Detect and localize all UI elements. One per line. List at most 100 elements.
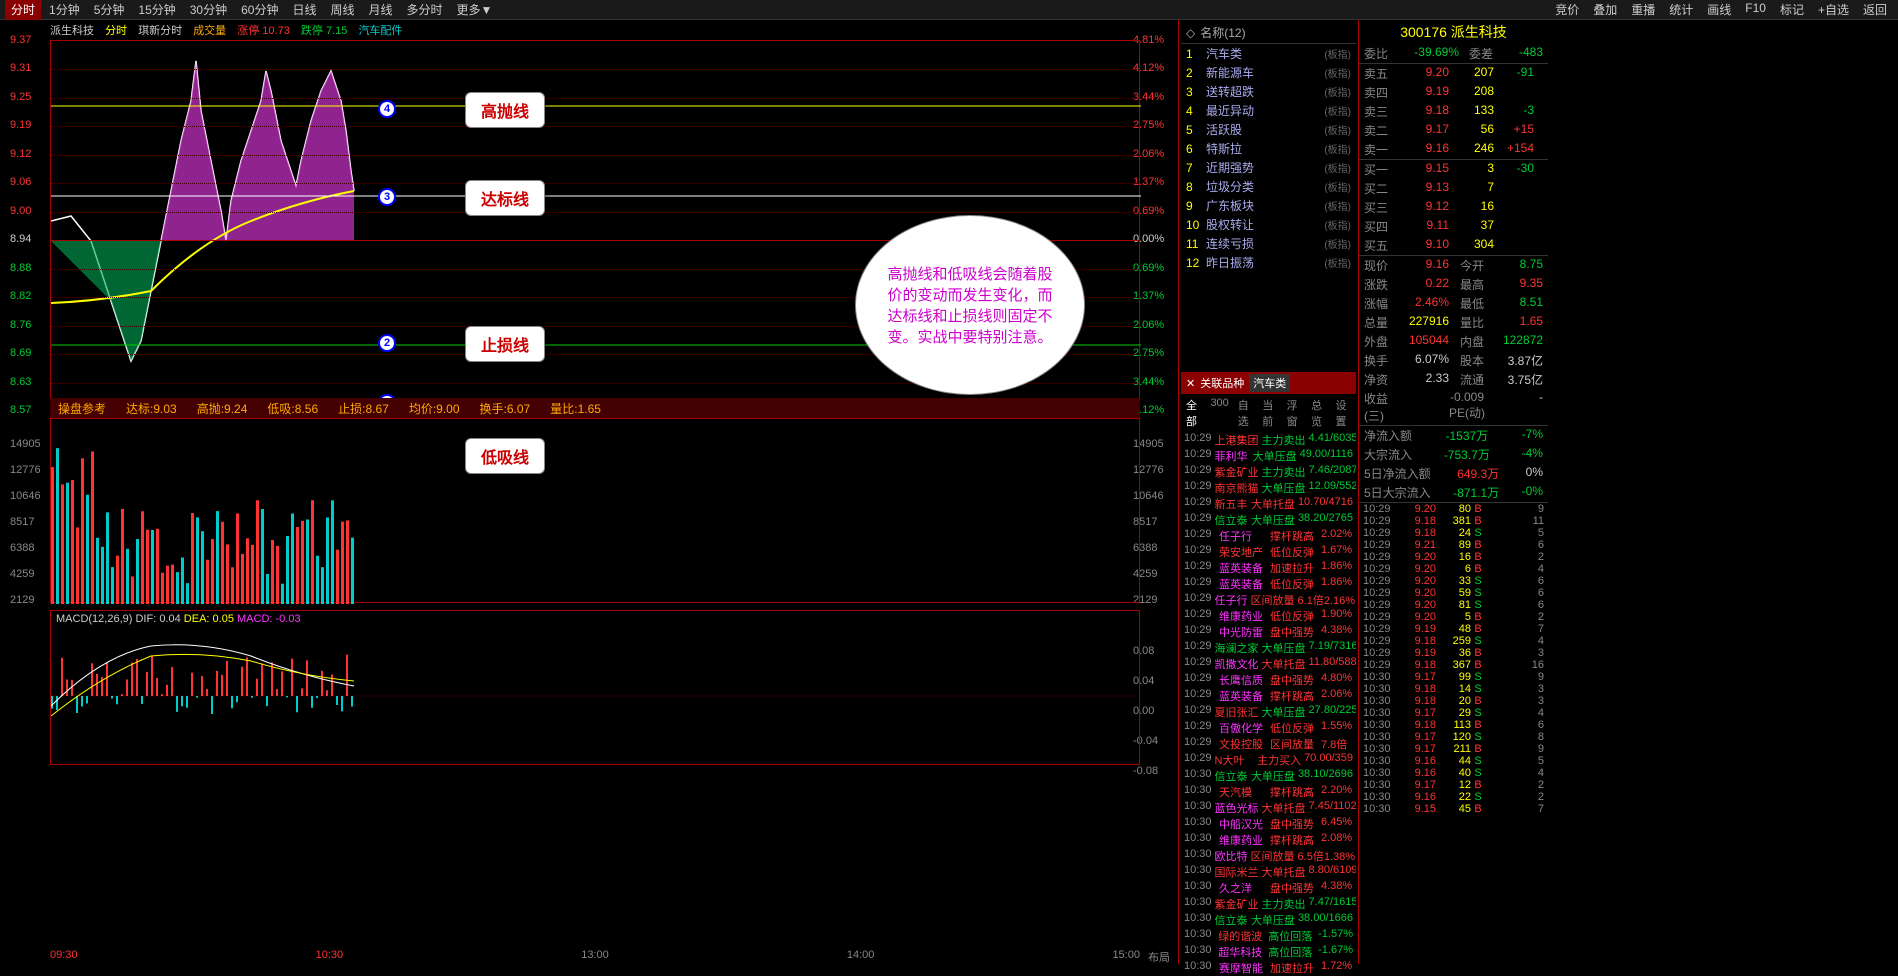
category-header[interactable]: ◇ 名称(12)	[1181, 22, 1356, 44]
menu-画线[interactable]: 画线	[1701, 0, 1737, 20]
news-row[interactable]: 10:30赛摩智能加速拉升1.72%	[1181, 960, 1356, 976]
news-row[interactable]: 10:29任子行撑杆跳高2.02%	[1181, 528, 1356, 544]
cat-row[interactable]: 3送转超跌(板指)	[1181, 82, 1356, 101]
cat-row[interactable]: 1汽车类(板指)	[1181, 44, 1356, 63]
menu-标记[interactable]: 标记	[1774, 0, 1810, 20]
sell-row[interactable]: 卖二9.1756+15	[1359, 121, 1548, 140]
news-row[interactable]: 10:29蓝英装备低位反弹1.86%	[1181, 576, 1356, 592]
menu-30分钟[interactable]: 30分钟	[184, 0, 233, 20]
news-row[interactable]: 10:29蓝英装备加速拉升1.86%	[1181, 560, 1356, 576]
cat-row[interactable]: 11连续亏损(板指)	[1181, 234, 1356, 253]
footer-layout[interactable]: 布局	[1148, 949, 1170, 965]
news-row[interactable]: 10:29信立泰大单压盘38.20/2765	[1181, 512, 1356, 528]
yl-6: 9.00	[10, 205, 31, 217]
cat-row[interactable]: 5活跃股(板指)	[1181, 120, 1356, 139]
news-row[interactable]: 10:29夏旧张汇大单压盘27.80/2257	[1181, 704, 1356, 720]
related-header[interactable]: ✕ 关联品种 汽车类	[1181, 372, 1356, 394]
tick-row: 10:309.1820B3	[1359, 695, 1548, 707]
news-row[interactable]: 10:29N大叶主力买入70.00/359	[1181, 752, 1356, 768]
vol-label: 成交量	[193, 25, 226, 37]
menu-60分钟[interactable]: 60分钟	[235, 0, 284, 20]
cat-row[interactable]: 7近期强势(板指)	[1181, 158, 1356, 177]
yl-0: 9.37	[10, 34, 31, 46]
volume-chart[interactable]	[50, 418, 1140, 603]
news-row[interactable]: 10:29百傲化学低位反弹1.55%	[1181, 720, 1356, 736]
buy-row[interactable]: 买四9.1137	[1359, 217, 1548, 236]
menu-周线[interactable]: 周线	[324, 0, 360, 20]
news-row[interactable]: 10:29任子行区间放量6.1倍2.16%	[1181, 592, 1356, 608]
buy-row[interactable]: 买五9.10304	[1359, 236, 1548, 255]
menu-15分钟[interactable]: 15分钟	[132, 0, 181, 20]
news-row[interactable]: 10:29文投控股区间放量7.8倍	[1181, 736, 1356, 752]
news-row[interactable]: 10:29凯撒文化大单托盘11.80/5883	[1181, 656, 1356, 672]
menu-返回[interactable]: 返回	[1857, 0, 1893, 20]
news-row[interactable]: 10:30超华科技高位回落-1.67%	[1181, 944, 1356, 960]
news-row[interactable]: 10:29南京熊猫大单压盘12.09/5522	[1181, 480, 1356, 496]
news-row[interactable]: 10:30紫金矿业主力卖出7.47/16151	[1181, 896, 1356, 912]
news-row[interactable]: 10:30信立泰大单压盘38.10/2696	[1181, 768, 1356, 784]
buy-row[interactable]: 买三9.1216	[1359, 198, 1548, 217]
menu-多分时[interactable]: 多分时	[401, 0, 449, 20]
news-row[interactable]: 10:29长鹰信质盘中强势4.80%	[1181, 672, 1356, 688]
sell-row[interactable]: 卖四9.19208	[1359, 83, 1548, 102]
news-row[interactable]: 10:30欧比特区间放量6.5倍1.38%	[1181, 848, 1356, 864]
menu-重播[interactable]: 重播	[1625, 0, 1661, 20]
tab-当前[interactable]: 当前	[1259, 396, 1280, 430]
cat-row[interactable]: 8垃圾分类(板指)	[1181, 177, 1356, 196]
tab-300[interactable]: 300	[1207, 396, 1231, 430]
news-row[interactable]: 10:29菲利华大单压盘49.00/1116	[1181, 448, 1356, 464]
news-row[interactable]: 10:29蓝英装备撑杆跳高2.06%	[1181, 688, 1356, 704]
news-row[interactable]: 10:30信立泰大单压盘38.00/1666	[1181, 912, 1356, 928]
news-row[interactable]: 10:30维康药业撑杆跳高2.08%	[1181, 832, 1356, 848]
macd-chart[interactable]: MACD(12,26,9) DIF: 0.04 DEA: 0.05 MACD: …	[50, 610, 1140, 765]
buy-row[interactable]: 买一9.153-30	[1359, 160, 1548, 179]
news-row[interactable]: 10:29中光防雷盘中强势4.38%	[1181, 624, 1356, 640]
news-row[interactable]: 10:29新五丰大单托盘10.70/4716	[1181, 496, 1356, 512]
tab-设置[interactable]: 设置	[1333, 396, 1354, 430]
menu-竞价[interactable]: 竞价	[1549, 0, 1585, 20]
news-row[interactable]: 10:30久之洋盘中强势4.38%	[1181, 880, 1356, 896]
buy-row[interactable]: 买二9.137	[1359, 179, 1548, 198]
tab-自选[interactable]: 自选	[1235, 396, 1256, 430]
news-row[interactable]: 10:29紫金矿业主力卖出7.46/20871	[1181, 464, 1356, 480]
cat-row[interactable]: 2新能源车(板指)	[1181, 63, 1356, 82]
category-panel: ◇ 名称(12) 1汽车类(板指)2新能源车(板指)3送转超跌(板指)4最近异动…	[1178, 20, 1358, 964]
menu-5分钟[interactable]: 5分钟	[88, 0, 131, 20]
news-row[interactable]: 10:30蓝色光标大单托盘7.45/11023	[1181, 800, 1356, 816]
menu-1分钟[interactable]: 1分钟	[43, 0, 86, 20]
news-row[interactable]: 10:30国际米兰大单托盘8.80/6109	[1181, 864, 1356, 880]
sell-row[interactable]: 卖三9.18133-3	[1359, 102, 1548, 121]
menu-日线[interactable]: 日线	[286, 0, 322, 20]
menu-分时[interactable]: 分时	[5, 0, 41, 20]
news-row[interactable]: 10:29荣安地产低位反弹1.67%	[1181, 544, 1356, 560]
tab-浮窗[interactable]: 浮窗	[1284, 396, 1305, 430]
related-sector[interactable]: 汽车类	[1249, 374, 1290, 392]
menu-统计[interactable]: 统计	[1663, 0, 1699, 20]
news-row[interactable]: 10:29维康药业低位反弹1.90%	[1181, 608, 1356, 624]
menu-+自选[interactable]: +自选	[1812, 0, 1855, 20]
cat-row[interactable]: 9广东板块(板指)	[1181, 196, 1356, 215]
stock-code: 300176	[1400, 24, 1447, 40]
tab-全部[interactable]: 全部	[1183, 396, 1204, 430]
cat-row[interactable]: 6特斯拉(板指)	[1181, 139, 1356, 158]
sell-row[interactable]: 卖一9.16246+154	[1359, 140, 1548, 159]
news-row[interactable]: 10:29海澜之家大单压盘7.19/7316	[1181, 640, 1356, 656]
menu-叠加[interactable]: 叠加	[1587, 0, 1623, 20]
chart-header: 派生科技 分时 琪新分时 成交量 涨停 10.73 跌停 7.15 汽车配件	[0, 20, 1178, 40]
cat-row[interactable]: 12昨日振荡(板指)	[1181, 253, 1356, 272]
close-icon[interactable]: ✕	[1186, 377, 1195, 390]
tick-row: 10:309.1622S2	[1359, 791, 1548, 803]
sell-row[interactable]: 卖五9.20207-91	[1359, 64, 1548, 83]
news-row[interactable]: 10:30天汽模撑杆跳高2.20%	[1181, 784, 1356, 800]
cat-row[interactable]: 10股权转让(板指)	[1181, 215, 1356, 234]
news-row[interactable]: 10:29上港集团主力卖出4.41/6035	[1181, 432, 1356, 448]
tab-总览[interactable]: 总览	[1308, 396, 1329, 430]
menu-月线[interactable]: 月线	[363, 0, 399, 20]
tick-row: 10:309.1644S5	[1359, 755, 1548, 767]
news-row[interactable]: 10:30中船汉光盘中强势6.45%	[1181, 816, 1356, 832]
menu-F10[interactable]: F10	[1739, 0, 1772, 20]
yl-12: 8.63	[10, 376, 31, 388]
menu-更多▼[interactable]: 更多▼	[451, 0, 499, 20]
news-row[interactable]: 10:30绿的谐波高位回落-1.57%	[1181, 928, 1356, 944]
cat-row[interactable]: 4最近异动(板指)	[1181, 101, 1356, 120]
